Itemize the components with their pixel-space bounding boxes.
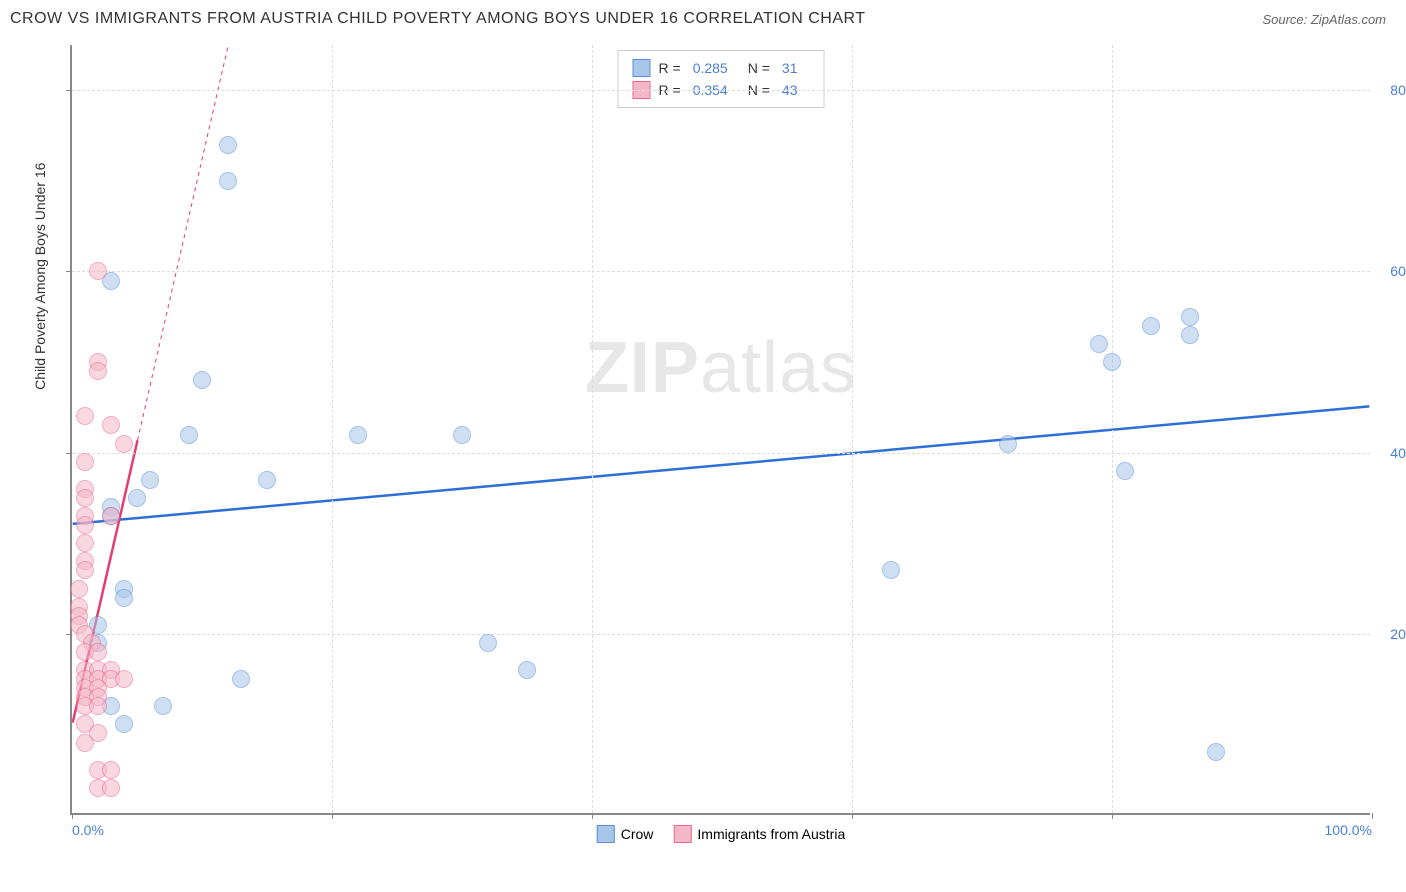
data-point xyxy=(154,697,172,715)
chart-header: CROW VS IMMIGRANTS FROM AUSTRIA CHILD PO… xyxy=(0,0,1406,33)
data-point xyxy=(518,661,536,679)
legend-swatch xyxy=(597,825,615,843)
series-legend: Crow Immigrants from Austria xyxy=(597,825,846,843)
data-point xyxy=(232,670,250,688)
legend-r-label: R = xyxy=(659,60,681,76)
data-point xyxy=(76,561,94,579)
xtick-label: 0.0% xyxy=(72,822,104,838)
data-point xyxy=(89,643,107,661)
data-point xyxy=(999,435,1017,453)
xtick-mark xyxy=(852,813,853,819)
data-point xyxy=(1116,462,1134,480)
legend-row: R = 0.285 N = 31 xyxy=(633,57,810,79)
ytick-mark xyxy=(66,90,72,91)
xtick-mark xyxy=(332,813,333,819)
data-point xyxy=(141,471,159,489)
data-point xyxy=(89,362,107,380)
ytick-label: 20.0% xyxy=(1390,626,1406,642)
data-point xyxy=(102,761,120,779)
chart-title: CROW VS IMMIGRANTS FROM AUSTRIA CHILD PO… xyxy=(10,10,866,28)
ytick-label: 80.0% xyxy=(1390,82,1406,98)
trend-lines xyxy=(72,45,1370,813)
gridline-v xyxy=(592,45,593,813)
data-point xyxy=(76,407,94,425)
ytick-label: 40.0% xyxy=(1390,445,1406,461)
gridline-v xyxy=(852,45,853,813)
ytick-mark xyxy=(66,453,72,454)
gridline-v xyxy=(332,45,333,813)
series-legend-item: Immigrants from Austria xyxy=(673,825,845,843)
xtick-mark xyxy=(1112,813,1113,819)
data-point xyxy=(76,534,94,552)
legend-n-label: N = xyxy=(748,60,770,76)
data-point xyxy=(76,453,94,471)
data-point xyxy=(76,489,94,507)
y-axis-label: Child Poverty Among Boys Under 16 xyxy=(32,163,48,390)
legend-r-value: 0.285 xyxy=(693,60,728,76)
data-point xyxy=(180,426,198,444)
legend-n-value: 31 xyxy=(782,60,798,76)
data-point xyxy=(219,172,237,190)
data-point xyxy=(115,589,133,607)
gridline-h xyxy=(72,271,1370,272)
gridline-h xyxy=(72,634,1370,635)
data-point xyxy=(70,580,88,598)
series-legend-label: Immigrants from Austria xyxy=(697,826,845,842)
legend-swatch xyxy=(633,59,651,77)
data-point xyxy=(453,426,471,444)
data-point xyxy=(1142,317,1160,335)
xtick-mark xyxy=(1372,813,1373,819)
legend-swatch xyxy=(673,825,691,843)
gridline-v xyxy=(1112,45,1113,813)
chart-source: Source: ZipAtlas.com xyxy=(1262,12,1386,27)
data-point xyxy=(1181,326,1199,344)
data-point xyxy=(76,734,94,752)
data-point xyxy=(115,715,133,733)
watermark: ZIPatlas xyxy=(585,327,857,409)
data-point xyxy=(479,634,497,652)
xtick-mark xyxy=(72,813,73,819)
data-point xyxy=(1207,743,1225,761)
data-point xyxy=(258,471,276,489)
data-point xyxy=(102,779,120,797)
data-point xyxy=(882,561,900,579)
data-point xyxy=(89,697,107,715)
xtick-label: 100.0% xyxy=(1325,822,1372,838)
gridline-h xyxy=(72,90,1370,91)
data-point xyxy=(115,670,133,688)
xtick-mark xyxy=(592,813,593,819)
data-point xyxy=(102,416,120,434)
gridline-h xyxy=(72,453,1370,454)
plot-area: ZIPatlas R =0.285N =31R =0.354N =43 Crow… xyxy=(70,45,1370,815)
ytick-label: 60.0% xyxy=(1390,263,1406,279)
data-point xyxy=(1103,353,1121,371)
series-legend-label: Crow xyxy=(621,826,654,842)
ytick-mark xyxy=(66,271,72,272)
chart-container: Child Poverty Among Boys Under 16 ZIPatl… xyxy=(50,45,1390,855)
data-point xyxy=(1090,335,1108,353)
data-point xyxy=(89,262,107,280)
data-point xyxy=(115,435,133,453)
data-point xyxy=(193,371,211,389)
data-point xyxy=(102,507,120,525)
data-point xyxy=(128,489,146,507)
ytick-mark xyxy=(66,634,72,635)
data-point xyxy=(219,136,237,154)
data-point xyxy=(349,426,367,444)
data-point xyxy=(1181,308,1199,326)
series-legend-item: Crow xyxy=(597,825,654,843)
data-point xyxy=(76,516,94,534)
correlation-legend: R =0.285N =31R =0.354N =43 xyxy=(618,50,825,108)
